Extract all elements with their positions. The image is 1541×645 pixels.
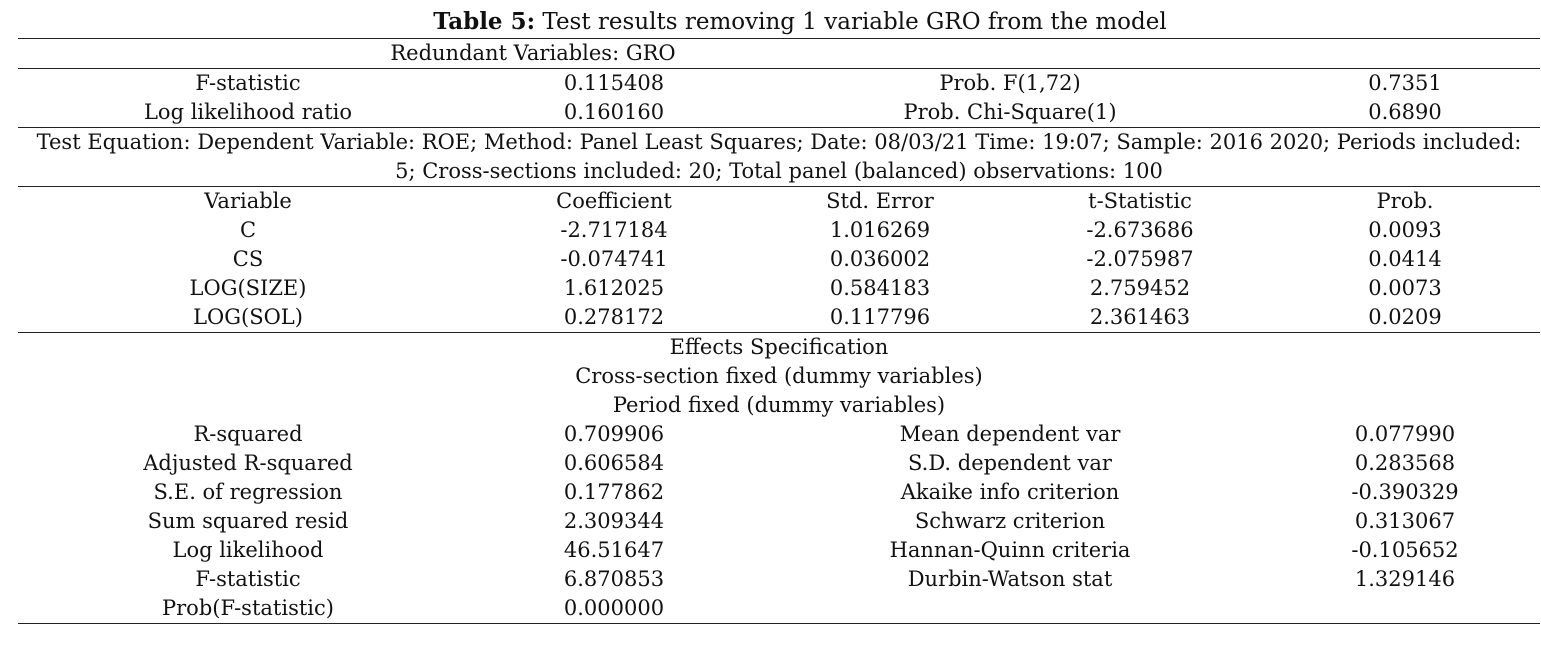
rule-after-equation [18, 186, 1540, 187]
test-stats-section: F-statistic 0.115408 Prob. F(1,72) 0.735… [18, 69, 1540, 127]
col-header-std-error: Std. Error [826, 189, 934, 213]
stat-label: F-statistic [195, 71, 301, 95]
summary-label-right: Schwarz criterion [914, 509, 1106, 533]
summary-value: 0.606584 [563, 451, 665, 475]
prob-value: 0.0073 [1368, 276, 1442, 300]
summary-value: 0.177862 [563, 480, 665, 504]
summary-value: 46.51647 [563, 538, 665, 562]
prob-value: 0.6890 [1368, 100, 1442, 124]
effects-section: Effects Specification Cross-section fixe… [18, 333, 1540, 420]
top-rule [18, 38, 1540, 39]
summary-row: Sum squared resid 2.309344 Schwarz crite… [18, 507, 1540, 536]
coef-row: LOG(SOL) 0.278172 0.117796 2.361463 0.02… [18, 303, 1540, 332]
variable-name: LOG(SOL) [193, 305, 303, 329]
test-stat-row: F-statistic 0.115408 Prob. F(1,72) 0.735… [18, 69, 1540, 98]
coef-row: CS -0.074741 0.036002 -2.075987 0.0414 [18, 245, 1540, 274]
summary-row: S.E. of regression 0.177862 Akaike info … [18, 478, 1540, 507]
prob-label: Prob. Chi-Square(1) [903, 100, 1117, 124]
coef-row: C -2.717184 1.016269 -2.673686 0.0093 [18, 216, 1540, 245]
summary-label: F-statistic [195, 567, 301, 591]
stat-value: 0.115408 [563, 71, 665, 95]
rule-after-coefficients [18, 332, 1540, 333]
prob-value: 0.0209 [1368, 305, 1442, 329]
t-statistic-value: 2.759452 [1089, 276, 1191, 300]
coef-row: LOG(SIZE) 1.612025 0.584183 2.759452 0.0… [18, 274, 1540, 303]
table-label: Table 5: [433, 8, 536, 35]
table-title: Table 5: Test results removing 1 variabl… [18, 6, 1540, 38]
test-stat-row: Log likelihood ratio 0.160160 Prob. Chi-… [18, 98, 1540, 127]
variable-name: CS [232, 247, 264, 271]
summary-value: 2.309344 [563, 509, 665, 533]
summary-value: 0.709906 [563, 422, 665, 446]
coefficient-value: -0.074741 [560, 247, 668, 271]
summary-value-right: 1.329146 [1354, 567, 1456, 591]
effects-cross-section: Cross-section fixed (dummy variables) [575, 364, 983, 388]
effects-heading-row: Effects Specification [18, 333, 1540, 362]
summary-label-right: Akaike info criterion [900, 480, 1120, 504]
coefficients-section: Variable Coefficient Std. Error t-Statis… [18, 187, 1540, 332]
table-caption: Test results removing 1 variable GRO fro… [535, 9, 1167, 35]
summary-label: S.E. of regression [153, 480, 343, 504]
summary-label-right: Durbin-Watson stat [907, 567, 1113, 591]
summary-label: R-squared [193, 422, 303, 446]
summary-value: 0.000000 [563, 596, 665, 620]
col-header-coefficient: Coefficient [556, 189, 672, 213]
variable-name: C [239, 218, 257, 242]
summary-label: Adjusted R-squared [143, 451, 353, 475]
stat-label: Log likelihood ratio [143, 100, 352, 124]
redundant-variables: Redundant Variables: GRO [390, 41, 676, 65]
results-table: Table 5: Test results removing 1 variabl… [18, 6, 1540, 624]
std-error-value: 0.036002 [829, 247, 931, 271]
stat-value: 0.160160 [563, 100, 665, 124]
col-header-prob: Prob. [1376, 189, 1434, 213]
effects-period-row: Period fixed (dummy variables) [18, 391, 1540, 420]
rule-after-redundant [18, 68, 1540, 69]
summary-row: F-statistic 6.870853 Durbin-Watson stat … [18, 565, 1540, 594]
col-header-variable: Variable [204, 189, 292, 213]
summary-value-right: 0.077990 [1354, 422, 1456, 446]
coefficient-value: 1.612025 [563, 276, 665, 300]
prob-value: 0.7351 [1368, 71, 1442, 95]
effects-heading: Effects Specification [669, 335, 889, 359]
summary-value-right: -0.390329 [1351, 480, 1459, 504]
summary-row: Log likelihood 46.51647 Hannan-Quinn cri… [18, 536, 1540, 565]
bottom-rule [18, 623, 1540, 624]
summary-label: Prob(F-statistic) [162, 596, 334, 620]
std-error-value: 0.117796 [829, 305, 931, 329]
t-statistic-value: -2.075987 [1086, 247, 1194, 271]
summary-label-right: S.D. dependent var [908, 451, 1112, 475]
summary-label: Log likelihood [172, 538, 324, 562]
summary-value: 6.870853 [563, 567, 665, 591]
summary-value-right: 0.283568 [1354, 451, 1456, 475]
col-header-t-statistic: t-Statistic [1088, 189, 1192, 213]
summary-value-right: 0.313067 [1354, 509, 1456, 533]
coef-header-row: Variable Coefficient Std. Error t-Statis… [18, 187, 1540, 216]
summary-row: Adjusted R-squared 0.606584 S.D. depende… [18, 449, 1540, 478]
coefficient-value: 0.278172 [563, 305, 665, 329]
coefficient-value: -2.717184 [560, 218, 668, 242]
summary-row: Prob(F-statistic) 0.000000 [18, 594, 1540, 623]
prob-value: 0.0414 [1368, 247, 1442, 271]
summary-label: Sum squared resid [147, 509, 349, 533]
t-statistic-value: 2.361463 [1089, 305, 1191, 329]
summary-label-right: Mean dependent var [899, 422, 1121, 446]
rule-after-test-stats [18, 127, 1540, 128]
prob-value: 0.0093 [1368, 218, 1442, 242]
prob-label: Prob. F(1,72) [939, 71, 1081, 95]
effects-cross-section-row: Cross-section fixed (dummy variables) [18, 362, 1540, 391]
test-equation-line-2: 5; Cross-sections included: 20; Total pa… [395, 159, 1163, 183]
test-equation-line-1: Test Equation: Dependent Variable: ROE; … [36, 130, 1522, 154]
summary-label-right: Hannan-Quinn criteria [889, 538, 1131, 562]
std-error-value: 1.016269 [829, 218, 931, 242]
test-equation: Test Equation: Dependent Variable: ROE; … [18, 128, 1540, 186]
redundant-row: Redundant Variables: GRO [18, 39, 1540, 68]
effects-period: Period fixed (dummy variables) [612, 393, 946, 417]
variable-name: LOG(SIZE) [189, 276, 307, 300]
t-statistic-value: -2.673686 [1086, 218, 1194, 242]
summary-value-right: -0.105652 [1351, 538, 1459, 562]
summary-section: R-squared 0.709906 Mean dependent var 0.… [18, 420, 1540, 623]
std-error-value: 0.584183 [829, 276, 931, 300]
summary-row: R-squared 0.709906 Mean dependent var 0.… [18, 420, 1540, 449]
